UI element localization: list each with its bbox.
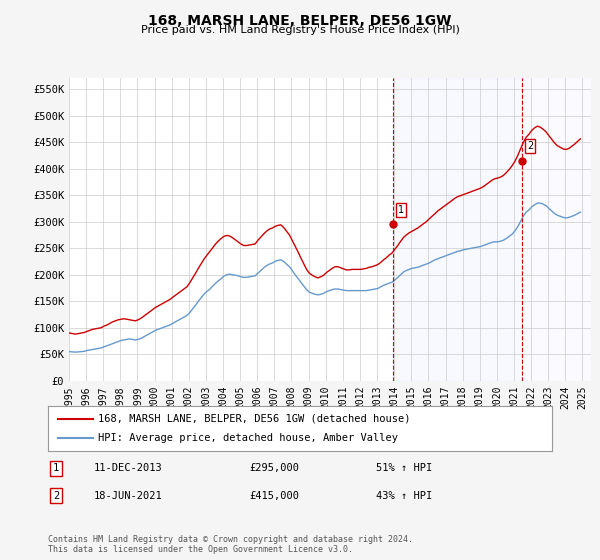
Text: 168, MARSH LANE, BELPER, DE56 1GW (detached house): 168, MARSH LANE, BELPER, DE56 1GW (detac…	[98, 413, 411, 423]
Text: Price paid vs. HM Land Registry's House Price Index (HPI): Price paid vs. HM Land Registry's House …	[140, 25, 460, 35]
Bar	[393, 78, 522, 381]
Text: 2: 2	[527, 141, 533, 151]
Text: 43% ↑ HPI: 43% ↑ HPI	[376, 491, 432, 501]
Text: 2: 2	[53, 491, 59, 501]
Text: 51% ↑ HPI: 51% ↑ HPI	[376, 463, 432, 473]
Text: HPI: Average price, detached house, Amber Valley: HPI: Average price, detached house, Ambe…	[98, 433, 398, 444]
Text: 1: 1	[53, 463, 59, 473]
Text: 11-DEC-2013: 11-DEC-2013	[94, 463, 162, 473]
Text: Contains HM Land Registry data © Crown copyright and database right 2024.
This d: Contains HM Land Registry data © Crown c…	[48, 535, 413, 554]
Text: 18-JUN-2021: 18-JUN-2021	[94, 491, 162, 501]
Text: £295,000: £295,000	[250, 463, 299, 473]
Text: 168, MARSH LANE, BELPER, DE56 1GW: 168, MARSH LANE, BELPER, DE56 1GW	[148, 14, 452, 28]
Text: 1: 1	[398, 204, 404, 214]
Text: £415,000: £415,000	[250, 491, 299, 501]
Bar	[522, 78, 591, 381]
